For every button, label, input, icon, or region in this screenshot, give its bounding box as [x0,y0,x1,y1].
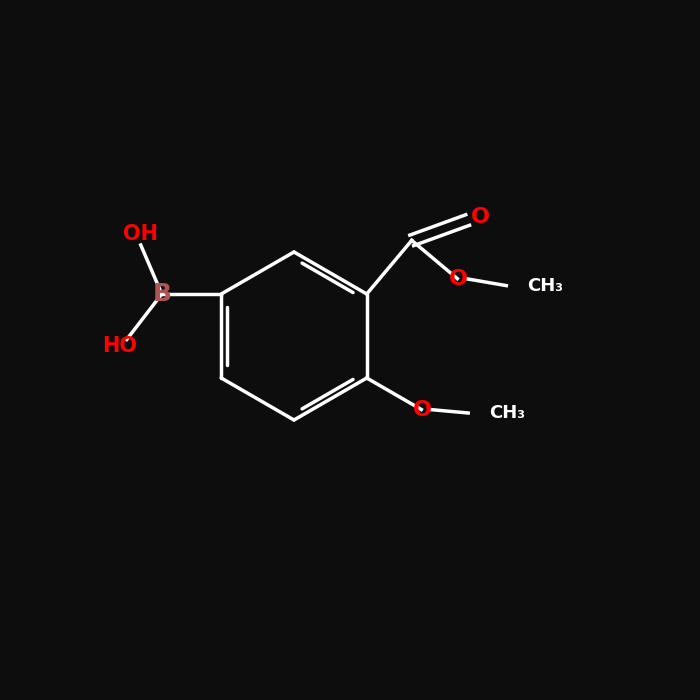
Text: O: O [449,269,468,288]
Text: B: B [153,282,172,306]
Text: O: O [471,206,490,227]
Text: CH₃: CH₃ [489,404,525,422]
Text: OH: OH [123,225,158,244]
Text: HO: HO [102,337,137,356]
Text: CH₃: CH₃ [527,276,564,295]
Text: O: O [413,400,432,419]
